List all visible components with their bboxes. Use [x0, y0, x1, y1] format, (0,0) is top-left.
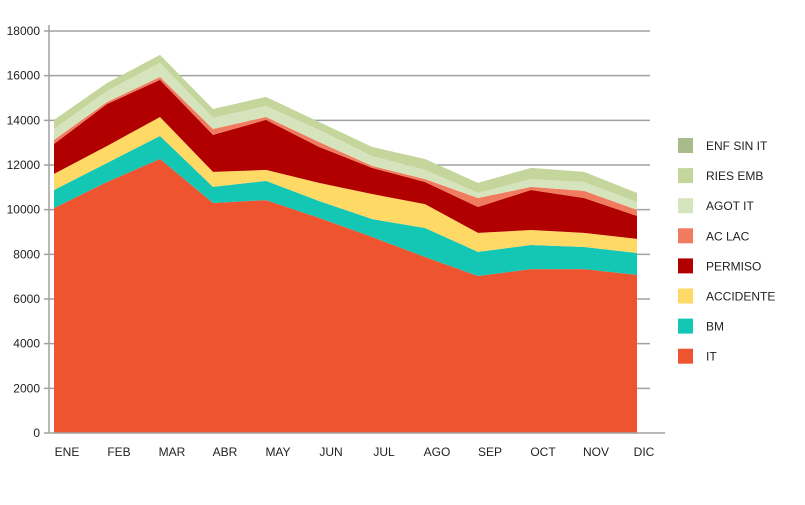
area-bm: [54, 135, 637, 276]
x-tick-label: MAY: [265, 445, 290, 459]
y-tick-label: 12000: [7, 158, 41, 172]
x-tick-label: JUN: [319, 445, 342, 459]
legend-label: BM: [706, 320, 724, 334]
legend-swatch: [678, 288, 693, 304]
legend: ENF SIN IT RIES EMB AGOT IT AC LAC PERMISO AC…: [678, 138, 775, 364]
legend-label: ENF SIN IT: [706, 139, 768, 153]
legend-swatch: [678, 348, 693, 364]
x-tick-label: AGO: [424, 445, 451, 459]
legend-label: PERMISO: [706, 259, 761, 273]
y-tick-label: 8000: [13, 247, 40, 261]
x-tick-label: ABR: [213, 445, 238, 459]
legend-label: RIES EMB: [706, 169, 763, 183]
legend-swatch: [678, 168, 693, 184]
legend-swatch: [678, 228, 693, 244]
legend-swatch: [678, 258, 693, 274]
y-tick-label: 10000: [7, 203, 41, 217]
legend-label: AGOT IT: [706, 199, 754, 213]
area-permiso: [54, 79, 637, 239]
legend-label: IT: [706, 350, 717, 364]
x-tick-label: DIC: [634, 445, 655, 459]
axes: 0 2000 4000 6000 8000 10000 12000 14000 16000 180…: [7, 24, 665, 459]
y-tick-label: 0: [33, 426, 40, 440]
y-tick-label: 2000: [13, 381, 40, 395]
y-tick-label: 18000: [7, 24, 41, 38]
legend-label: ACCIDENTE: [706, 290, 775, 304]
y-tick-label: 14000: [7, 113, 41, 127]
legend-swatch: [678, 138, 693, 153]
x-tick-label: NOV: [583, 445, 609, 459]
x-tick-label: FEB: [107, 445, 130, 459]
y-tick-label: 16000: [7, 69, 41, 83]
x-tick-label: JUL: [373, 445, 395, 459]
area-it: [54, 158, 637, 433]
x-tick-label: MAR: [159, 445, 186, 459]
y-tick-label: 6000: [13, 292, 40, 306]
areas: [54, 54, 637, 433]
legend-label: AC LAC: [706, 229, 750, 243]
x-tick-label: OCT: [530, 445, 556, 459]
x-tick-label: SEP: [478, 445, 502, 459]
legend-swatch: [678, 318, 693, 334]
y-tick-label: 4000: [13, 337, 40, 351]
area-accidente: [54, 116, 637, 253]
legend-swatch: [678, 198, 693, 214]
x-tick-label: ENE: [55, 445, 80, 459]
